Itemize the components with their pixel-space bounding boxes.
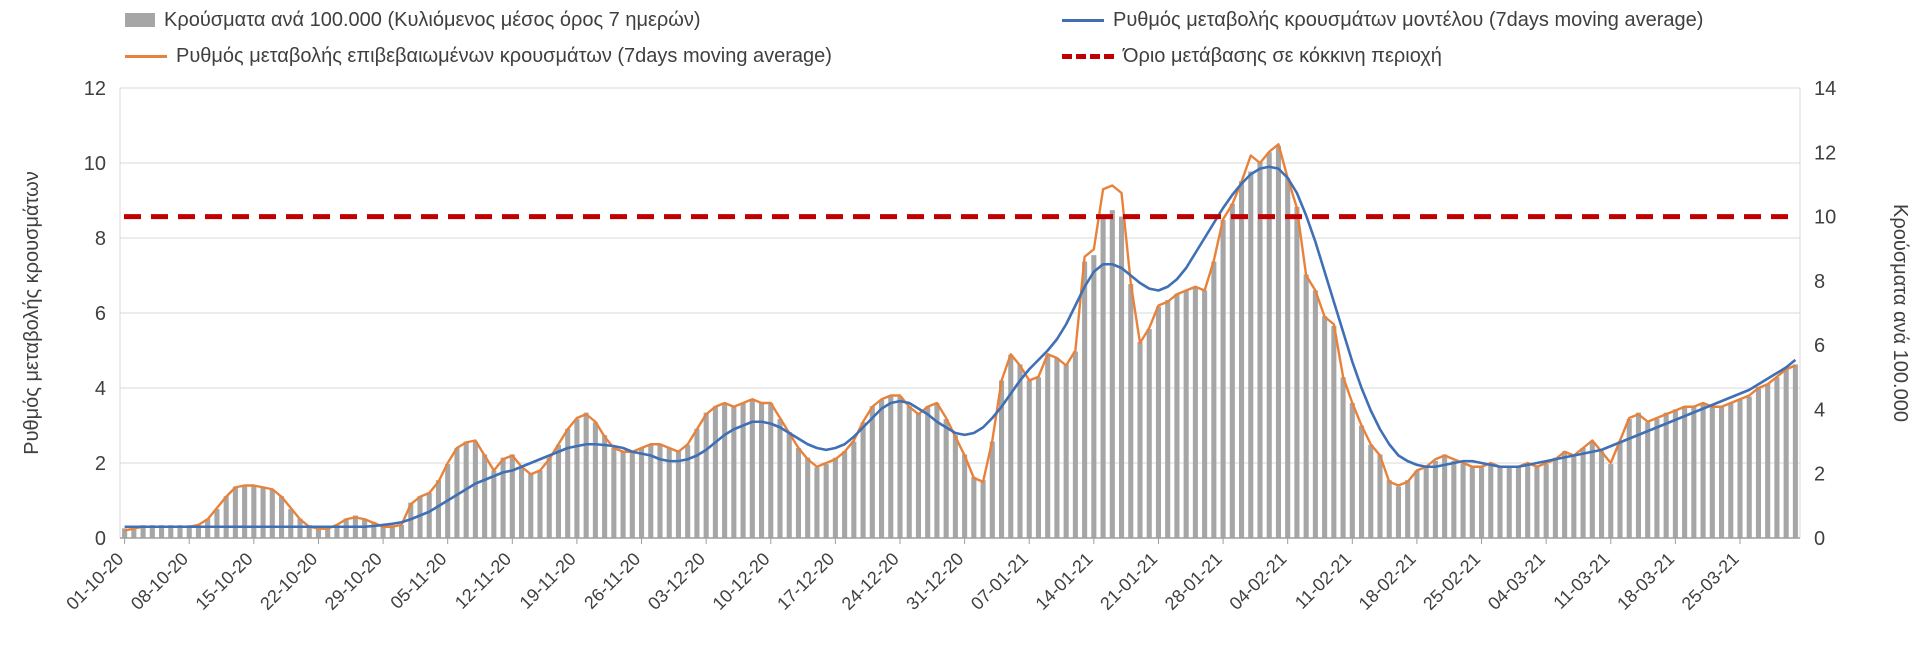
x-tick-label: 15-10-20 <box>192 549 257 614</box>
x-tick-label: 31-12-20 <box>902 549 967 614</box>
left-axis-tick-labels: 0 2 4 6 8 10 12 <box>84 78 106 550</box>
cases-bars <box>122 145 1798 539</box>
x-tick-label: 21-01-21 <box>1096 549 1161 614</box>
plot-frame <box>119 88 1801 538</box>
svg-text:8: 8 <box>95 228 106 250</box>
legend-item-model-rate: Ρυθμός μεταβολής κρουσμάτων μοντέλου (7d… <box>1062 8 1703 32</box>
svg-text:4: 4 <box>95 378 106 400</box>
x-tick-label: 18-03-21 <box>1613 549 1678 614</box>
svg-text:0: 0 <box>95 528 106 550</box>
x-axis-ticks <box>124 538 1741 544</box>
x-tick-label: 04-02-21 <box>1225 549 1290 614</box>
svg-text:10: 10 <box>84 153 106 175</box>
x-tick-label: 04-03-21 <box>1484 549 1549 614</box>
x-tick-label: 12-11-20 <box>451 549 515 613</box>
x-tick-label: 05-11-20 <box>386 549 450 613</box>
x-tick-label: 25-02-21 <box>1419 549 1484 614</box>
right-axis-title: Κρούσματα ανά 100.000 <box>1889 204 1911 422</box>
svg-text:12: 12 <box>1814 142 1836 164</box>
model-rate-line <box>124 165 1797 529</box>
svg-text:8: 8 <box>1814 271 1825 293</box>
svg-text:2: 2 <box>95 453 106 475</box>
x-tick-label: 10-12-20 <box>709 549 774 614</box>
x-tick-label: 18-02-21 <box>1355 549 1420 614</box>
legend-label: Όριο μετάβασης σε κόκκινη περιοχή <box>1123 45 1442 67</box>
bar-swatch-icon <box>125 13 155 27</box>
svg-text:6: 6 <box>95 303 106 325</box>
x-tick-label: 19-11-20 <box>516 549 580 613</box>
x-tick-label: 07-01-21 <box>967 549 1032 614</box>
x-tick-label: 14-01-21 <box>1032 549 1097 614</box>
svg-text:6: 6 <box>1814 335 1825 357</box>
svg-text:4: 4 <box>1814 399 1825 421</box>
legend-label: Ρυθμός μεταβολής επιβεβαιωμένων κρουσμάτ… <box>176 45 832 67</box>
line-swatch-icon <box>125 54 167 58</box>
svg-text:0: 0 <box>1814 528 1825 550</box>
legend-label: Ρυθμός μεταβολής κρουσμάτων μοντέλου (7d… <box>1113 9 1704 31</box>
svg-text:10: 10 <box>1814 207 1836 229</box>
x-tick-label: 11-02-21 <box>1291 549 1355 613</box>
legend-item-red-zone-threshold: Όριο μετάβασης σε κόκκινη περιοχή <box>1062 44 1442 68</box>
x-tick-label: 26-11-20 <box>580 549 644 613</box>
legend-item-confirmed-rate: Ρυθμός μεταβολής επιβεβαιωμένων κρουσμάτ… <box>125 44 832 68</box>
right-axis-tick-labels: 0 2 4 6 8 10 12 14 <box>1814 78 1836 550</box>
legend-label: Κρούσματα ανά 100.000 (Κυλιόμενος μέσος … <box>164 9 701 31</box>
x-tick-label: 29-10-20 <box>321 549 386 614</box>
left-axis-title: Ρυθμός μεταβολής κρουσμάτων <box>21 171 43 455</box>
dashed-line-swatch-icon <box>1062 53 1114 59</box>
x-tick-label: 17-12-20 <box>773 549 838 614</box>
x-tick-label: 22-10-20 <box>256 549 321 614</box>
line-swatch-icon <box>1062 18 1104 22</box>
x-tick-label: 25-03-21 <box>1678 549 1743 614</box>
gridlines <box>120 87 1800 464</box>
x-tick-label: 11-03-21 <box>1549 549 1613 613</box>
svg-text:2: 2 <box>1814 464 1825 486</box>
x-tick-label: 24-12-20 <box>838 549 903 614</box>
x-tick-label: 28-01-21 <box>1161 549 1226 614</box>
svg-text:12: 12 <box>84 78 106 100</box>
x-tick-label: 01-10-20 <box>62 549 127 614</box>
x-tick-label: 03-12-20 <box>644 549 709 614</box>
x-tick-label: 08-10-20 <box>127 549 192 614</box>
svg-text:14: 14 <box>1814 78 1836 100</box>
x-tick-labels: 01-10-20 08-10-20 15-10-20 22-10-20 29-10-20… <box>62 549 1742 614</box>
legend-item-cases-per-100k: Κρούσματα ανά 100.000 (Κυλιόμενος μέσος … <box>125 8 701 32</box>
